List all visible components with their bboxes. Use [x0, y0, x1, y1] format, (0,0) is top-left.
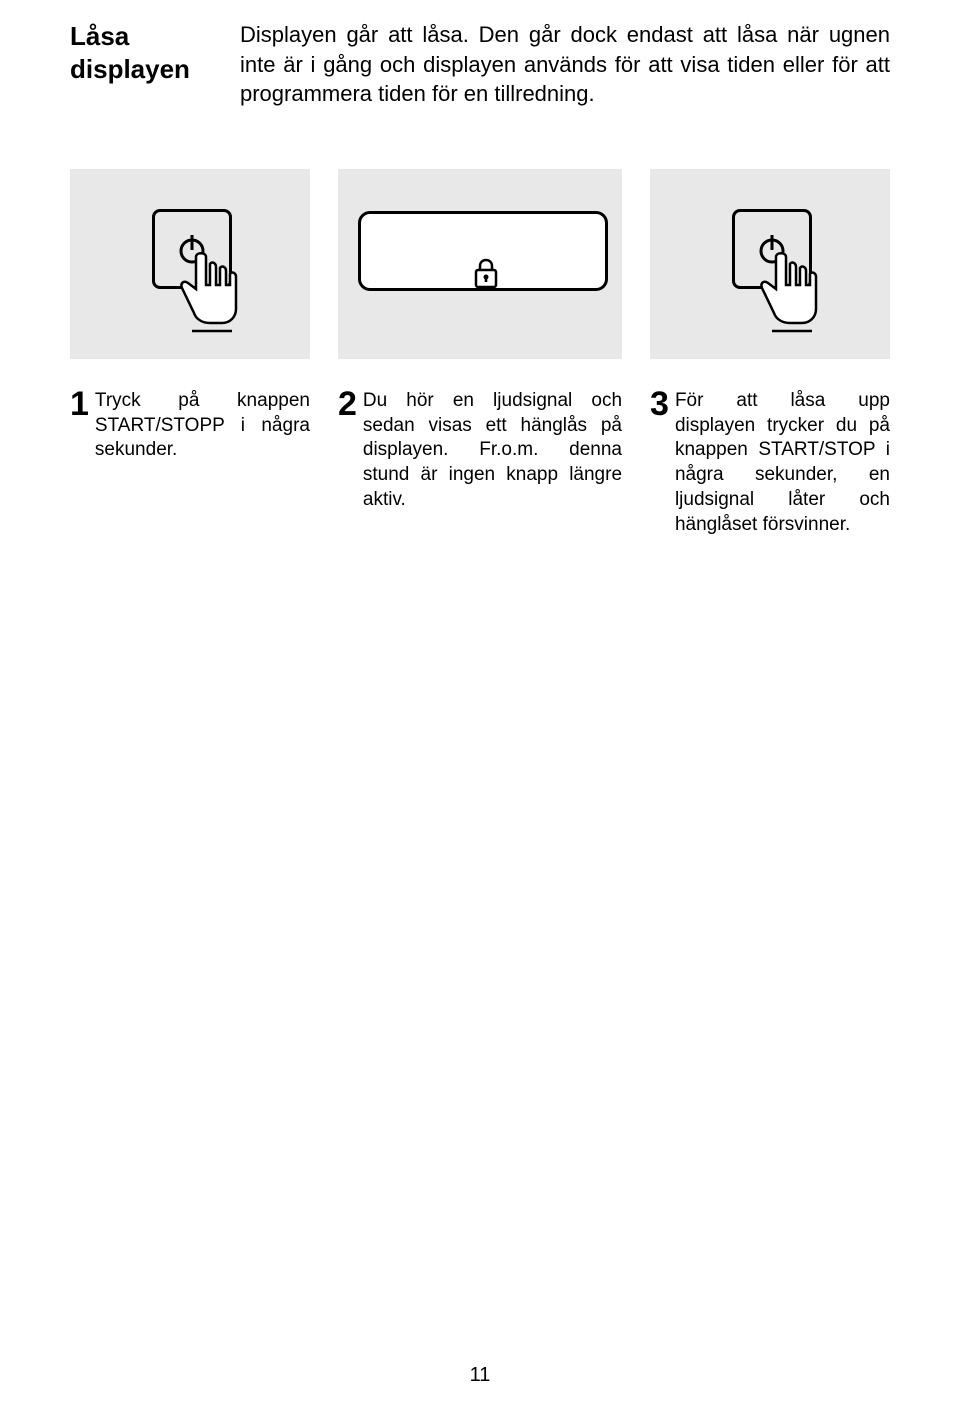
hand-icon	[758, 249, 828, 339]
display-box	[358, 211, 608, 291]
step1-diagram	[70, 169, 310, 359]
lock-icon	[473, 258, 499, 290]
step-1-text: Tryck på knappen START/STOPP i några sek…	[95, 389, 310, 463]
intro-paragraph: Displayen går att låsa. Den går dock end…	[240, 20, 890, 109]
page-number: 11	[470, 1364, 491, 1387]
hand-icon	[178, 249, 248, 339]
manual-page: Låsa displayen Displayen går att låsa. D…	[0, 0, 960, 537]
step-3-text: För att låsa upp displayen trycker du på…	[675, 389, 890, 537]
heading-line-2: displayen	[70, 54, 190, 84]
step-3: 3 För att låsa upp displayen trycker du …	[650, 389, 890, 537]
step-2-text: Du hör en ljudsignal och sedan visas ett…	[363, 389, 622, 512]
step3-diagram	[650, 169, 890, 359]
step-1: 1 Tryck på knappen START/STOPP i några s…	[70, 389, 310, 537]
step-1-number: 1	[70, 387, 89, 421]
steps-row: 1 Tryck på knappen START/STOPP i några s…	[70, 389, 890, 537]
step-3-number: 3	[650, 387, 669, 421]
heading-line-1: Låsa	[70, 21, 129, 51]
step-2-number: 2	[338, 387, 357, 421]
diagram-row	[70, 169, 890, 359]
section-heading: Låsa displayen	[70, 20, 220, 85]
step2-diagram	[338, 169, 622, 359]
header-section: Låsa displayen Displayen går att låsa. D…	[70, 20, 890, 109]
step-2: 2 Du hör en ljudsignal och sedan visas e…	[338, 389, 622, 537]
